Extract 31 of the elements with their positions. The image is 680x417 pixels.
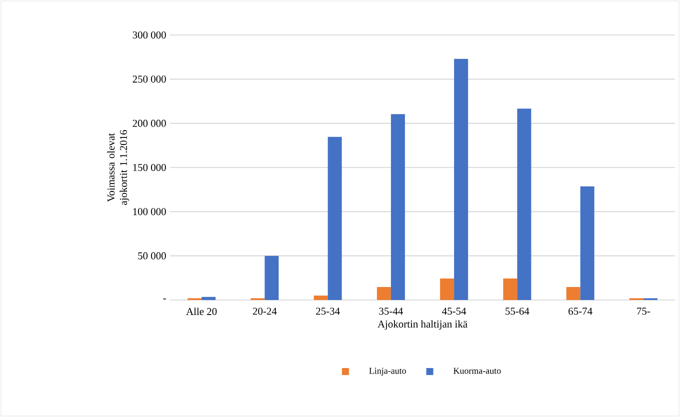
legend-label: Linja-auto — [369, 368, 406, 376]
x-tick-label: 45-54 — [442, 308, 466, 315]
x-tick-label: 55-64 — [506, 308, 530, 315]
y-tick-label: 150 000 — [133, 164, 166, 172]
y-tick-label: - — [163, 298, 166, 300]
bar — [454, 58, 468, 300]
bar — [376, 287, 391, 300]
x-axis-title: Ajokortin haltijan ikä — [378, 320, 468, 330]
y-tick-label: 50 000 — [138, 252, 166, 260]
x-tick-label: 35-44 — [379, 308, 403, 315]
y-tick-label: 100 000 — [133, 208, 166, 216]
bar — [440, 278, 454, 300]
x-tick-label: 75- — [637, 308, 650, 315]
legend-label: Kuorma-auto — [454, 368, 501, 374]
bar — [566, 287, 580, 300]
x-tick-label: 25-34 — [316, 308, 340, 315]
bar — [580, 186, 594, 300]
x-tick-label: 65-74 — [568, 308, 592, 315]
bar — [503, 278, 518, 300]
bar — [328, 136, 342, 300]
x-tick-label: 20-24 — [252, 308, 277, 315]
bar — [390, 114, 405, 300]
y-tick-label: 250 000 — [132, 76, 166, 83]
bar — [202, 296, 216, 300]
x-tick-label: Alle 20 — [186, 308, 217, 316]
bar — [314, 296, 328, 300]
y-axis-title: Voimassa olevat ajokortit 1.1.2016 — [107, 130, 130, 205]
bar — [517, 108, 532, 300]
y-tick-label: 300 000 — [132, 31, 166, 39]
bar — [264, 256, 279, 300]
y-tick-label: 200 000 — [132, 120, 166, 127]
